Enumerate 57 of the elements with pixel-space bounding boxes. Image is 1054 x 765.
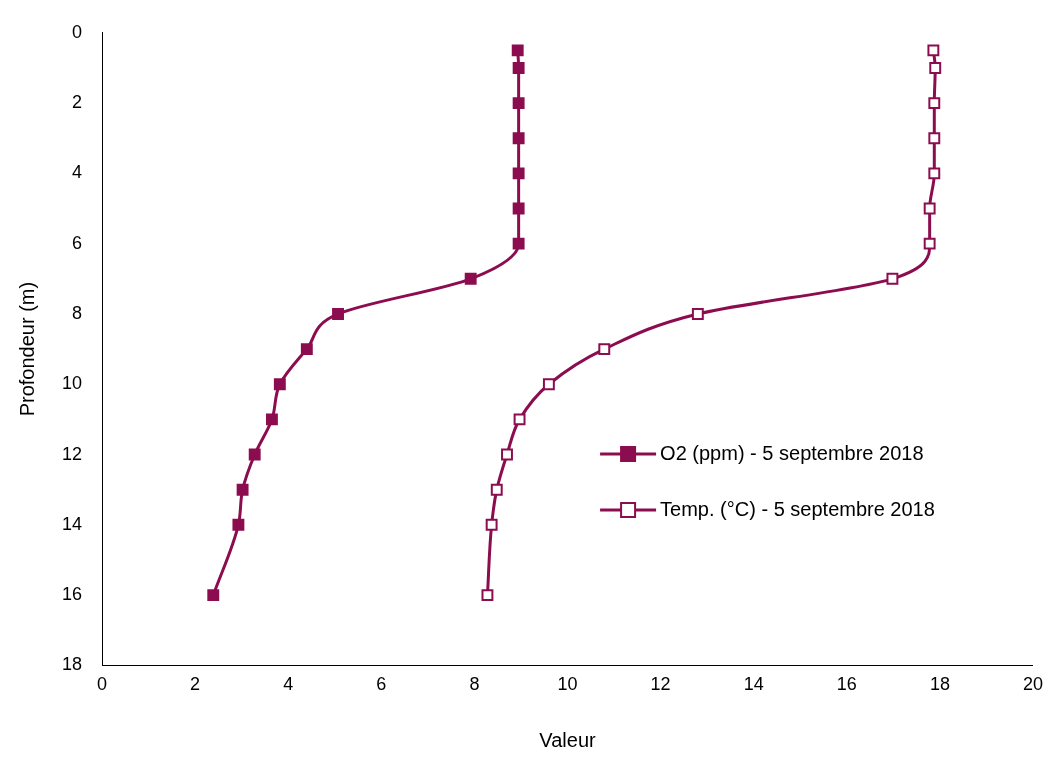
point (512, 132, 525, 145)
y-axis-title: Profondeur (m) (15, 281, 38, 417)
y-tick-label: 0 (72, 21, 83, 42)
x-tick-label: 10 (557, 674, 578, 695)
y-tick-label: 6 (72, 232, 83, 253)
point (464, 272, 477, 285)
point (512, 202, 525, 215)
point (512, 237, 525, 250)
point (512, 167, 525, 180)
point (886, 272, 899, 285)
point (273, 378, 286, 391)
y-tick-label: 8 (72, 302, 83, 323)
y-tick-label: 4 (72, 162, 83, 183)
point (332, 308, 344, 320)
x-tick-label: 20 (1022, 674, 1043, 695)
point (598, 343, 611, 356)
x-tick-label: 6 (376, 674, 387, 695)
point (512, 62, 525, 74)
point (511, 44, 524, 57)
point (928, 167, 941, 180)
point (232, 518, 245, 531)
y-tick-label: 18 (61, 654, 83, 675)
x-tick-label: 4 (283, 674, 294, 695)
point (248, 448, 261, 461)
point (929, 62, 942, 74)
point (300, 343, 313, 356)
x-axis-title: Valeur (539, 728, 597, 751)
x-tick-label: 16 (836, 674, 857, 695)
x-tick-label: 12 (650, 674, 671, 695)
y-tick-label: 12 (61, 443, 83, 464)
point (513, 413, 526, 426)
point (481, 589, 494, 602)
point (691, 308, 704, 320)
point (928, 132, 941, 145)
x-tick-label: 14 (743, 674, 764, 695)
y-tick-label: 16 (61, 584, 83, 605)
point (923, 202, 936, 215)
point (490, 483, 503, 496)
point (207, 589, 220, 602)
point (923, 237, 936, 250)
point (542, 378, 555, 391)
y-tick-label: 10 (61, 373, 83, 394)
legend-label: Temp. (°C) - 5 septembre 2018 (660, 497, 935, 520)
point (236, 483, 249, 496)
x-tick-label: 0 (97, 674, 108, 695)
x-tick-label: 18 (929, 674, 950, 695)
point (927, 44, 940, 57)
legend-label: O2 (ppm) - 5 septembre 2018 (660, 441, 924, 464)
point (928, 97, 941, 110)
x-tick-label: 2 (190, 674, 201, 695)
point (501, 448, 513, 461)
point (265, 413, 278, 426)
point (512, 97, 525, 110)
y-tick-label: 2 (72, 92, 83, 113)
y-tick-label: 14 (61, 513, 83, 534)
point (485, 518, 498, 531)
x-tick-label: 8 (469, 674, 480, 695)
